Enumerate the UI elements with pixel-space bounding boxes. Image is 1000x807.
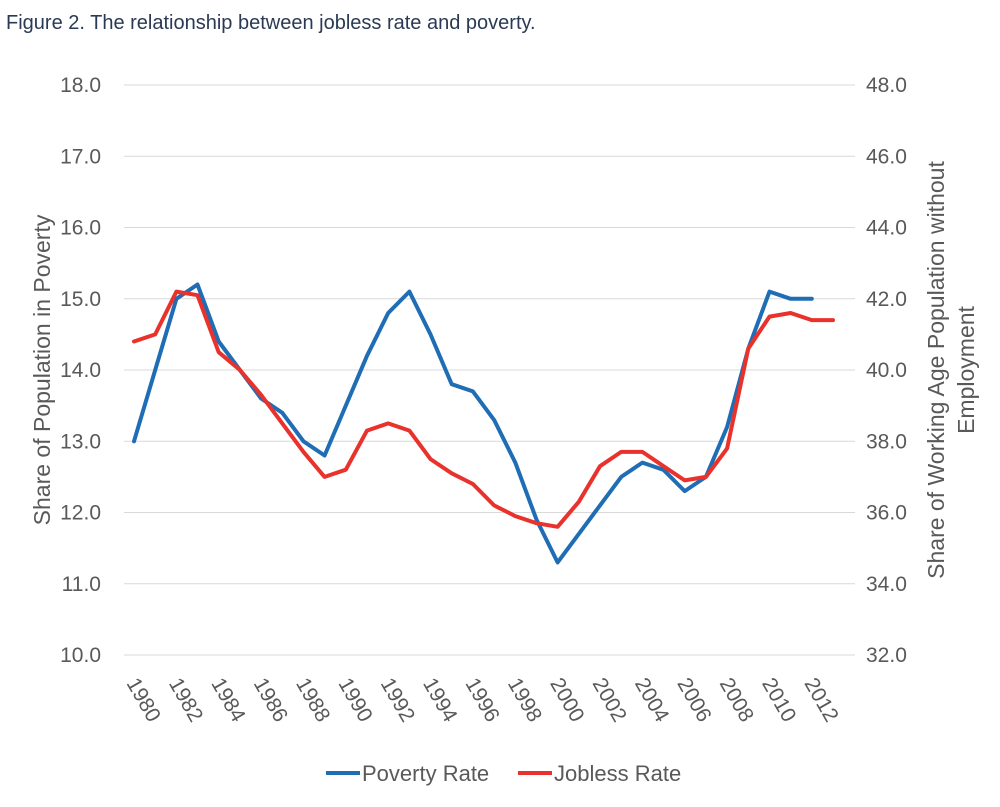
right-y-axis-label-line1: Share of Working Age Population without — [923, 161, 949, 579]
right-tick-label: 46.0 — [866, 145, 907, 168]
x-tick-label: 1980 — [122, 674, 165, 726]
x-tick-label: 1990 — [333, 674, 376, 726]
right-tick-label: 32.0 — [866, 644, 907, 667]
right-tick-label: 42.0 — [866, 288, 907, 311]
series-lines — [132, 282, 835, 565]
x-tick-label: 2002 — [588, 674, 631, 726]
right-tick-label: 40.0 — [866, 359, 907, 382]
left-tick-label: 17.0 — [60, 145, 101, 168]
figure-title: Figure 2. The relationship between joble… — [6, 12, 536, 34]
left-tick-label: 15.0 — [60, 288, 101, 311]
left-tick-label: 16.0 — [60, 217, 101, 240]
x-tick-label: 1984 — [206, 674, 249, 726]
x-axis: 1980 1982 1984 1986 1988 1990 1992 1994 1996 1998… — [122, 674, 843, 726]
right-tick-label: 48.0 — [866, 74, 907, 97]
x-tick-label: 1988 — [291, 674, 334, 726]
right-tick-label: 38.0 — [866, 430, 907, 453]
x-tick-label: 2006 — [672, 674, 715, 726]
series-line-jobless-rate — [132, 289, 835, 529]
x-tick-label: 1982 — [164, 674, 207, 726]
left-y-axis-label: Share of Population in Poverty — [29, 214, 55, 525]
left-tick-label: 14.0 — [60, 359, 101, 382]
right-y-axis-label-line2: Employment — [953, 305, 979, 433]
x-tick-label: 2012 — [799, 674, 842, 726]
x-tick-label: 1994 — [418, 674, 461, 726]
legend-label-poverty-rate: Poverty Rate — [362, 761, 489, 786]
x-tick-label: 1986 — [249, 674, 292, 726]
x-tick-label: 1996 — [461, 674, 504, 726]
left-tick-label: 10.0 — [60, 644, 101, 667]
x-tick-label: 1992 — [376, 674, 419, 726]
left-tick-label: 11.0 — [62, 573, 101, 596]
x-tick-label: 1998 — [503, 674, 546, 726]
x-tick-label: 2004 — [630, 674, 673, 726]
x-tick-label: 2008 — [715, 674, 758, 726]
legend: Poverty Rate Jobless Rate — [326, 761, 681, 786]
x-tick-label: 2000 — [545, 674, 588, 726]
right-tick-label: 34.0 — [866, 573, 907, 596]
left-tick-label: 12.0 — [60, 502, 101, 525]
right-tick-label: 36.0 — [866, 502, 907, 525]
left-y-axis: 18.0 17.0 16.0 15.0 14.0 13.0 12.0 11.0 10.0 — [60, 74, 101, 667]
right-y-axis: 48.0 46.0 44.0 42.0 40.0 38.0 36.0 34.0 32.0 — [866, 74, 907, 667]
series-line-poverty-rate — [132, 282, 814, 565]
gridlines — [124, 84, 855, 656]
x-tick-label: 2010 — [757, 674, 800, 726]
right-tick-label: 44.0 — [866, 217, 907, 240]
legend-label-jobless-rate: Jobless Rate — [554, 761, 681, 786]
left-tick-label: 13.0 — [60, 430, 101, 453]
left-tick-label: 18.0 — [60, 74, 101, 97]
